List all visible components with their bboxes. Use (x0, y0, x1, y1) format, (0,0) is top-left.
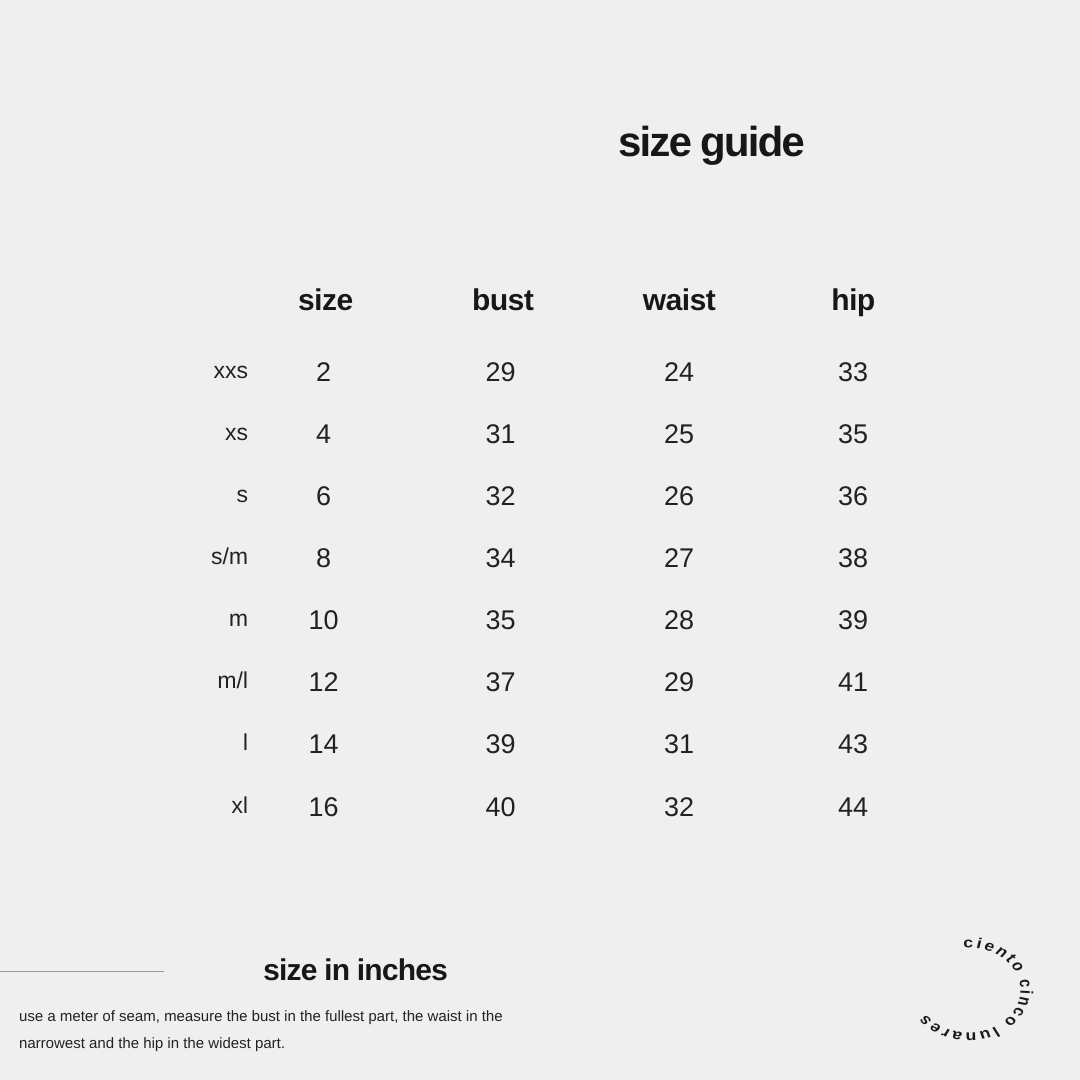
svg-text:ciento cinco lunares: ciento cinco lunares (912, 934, 1036, 1045)
